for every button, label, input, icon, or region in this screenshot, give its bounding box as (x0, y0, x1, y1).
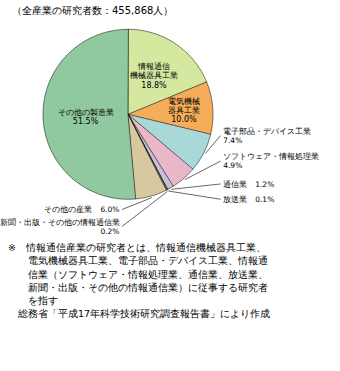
html-text:電気機械器具工業、電子部品・デバイス工業、情報通: 電気機械器具工業、電子部品・デバイス工業、情報通 (8, 255, 268, 267)
svg-text:情報通信機械器具工業18.8%: 情報通信機械器具工業18.8% (130, 62, 178, 89)
html-text:新聞・出版・その他の情報通信業）に従事する研究者: 新聞・出版・その他の情報通信業）に従事する研究者 (8, 281, 268, 293)
html-text:総務省「平成17年科学技術研究調査報告書」により作成: 総務省「平成17年科学技術研究調査報告書」により作成 (8, 308, 271, 320)
svg-text:新聞・出版・その他の情報通信業0.2%: 新聞・出版・その他の情報通信業0.2% (0, 218, 120, 236)
svg-text:電気機械器具工業10.0%: 電気機械器具工業10.0% (168, 97, 200, 124)
html-text:（全産業の研究者数：455,868人）: （全産業の研究者数：455,868人） (12, 5, 174, 16)
html-text:を指す: を指す (8, 295, 58, 307)
svg-text:放送業 0.1%: 放送業 0.1% (223, 195, 274, 204)
svg-text:その他の製造業51.5%: その他の製造業51.5% (58, 108, 114, 126)
html-text:※ 情報通信産業の研究者とは、情報通信機械器具工業、: ※ 情報通信産業の研究者とは、情報通信機械器具工業、 (8, 242, 266, 253)
svg-text:通信業 1.2%: 通信業 1.2% (223, 180, 274, 189)
svg-text:その他の産業 6.0%: その他の産業 6.0% (44, 205, 119, 214)
svg-text:ソフトウェア・情報処理業4.9%: ソフトウェア・情報処理業4.9% (223, 152, 319, 170)
svg-text:電子部品・デバイス工業7.4%: 電子部品・デバイス工業7.4% (223, 127, 311, 145)
html-text:信業（ソフトウェア・情報処理業、通信業、放送業、: 信業（ソフトウェア・情報処理業、通信業、放送業、 (8, 268, 268, 280)
